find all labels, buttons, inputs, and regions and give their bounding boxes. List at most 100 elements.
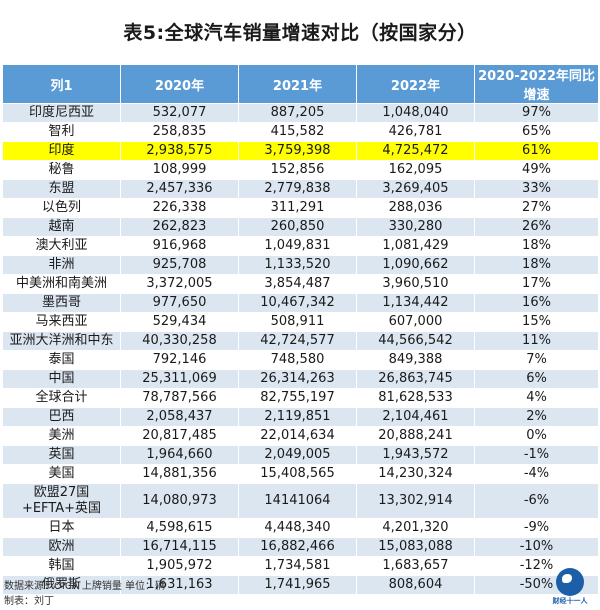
value-cell: 15% <box>474 312 599 332</box>
value-cell: 1,683,657 <box>356 556 475 576</box>
globe-icon <box>556 568 584 596</box>
value-cell: 10,467,342 <box>238 293 357 313</box>
table-title: 表5:全球汽车销量增速对比（按国家分） <box>123 22 477 44</box>
region-cell: 以色列 <box>2 198 121 218</box>
table-row: 智利 258,835 415,582 426,781 65% <box>2 122 599 142</box>
region-cell: 印度尼西亚 <box>2 103 121 123</box>
publisher-logo: 财经十一人 <box>548 568 592 606</box>
table-row: 巴西 2,058,437 2,119,851 2,104,461 2% <box>2 407 599 427</box>
value-cell: 26% <box>474 217 599 237</box>
table-row: 泰国 792,146 748,580 849,388 7% <box>2 350 599 370</box>
value-cell: 26,314,263 <box>238 369 357 389</box>
value-cell: 18% <box>474 255 599 275</box>
value-cell: 15,083,088 <box>356 537 475 557</box>
value-cell: -4% <box>474 464 599 484</box>
source-note: 数据来源：OICA 上牌销量 单位：辆 <box>4 581 166 592</box>
table-row: 欧盟27国+EFTA+英国 14,080,973 14141064 13,302,91… <box>2 483 599 519</box>
value-cell: 26,863,745 <box>356 369 475 389</box>
table-row: 非洲 925,708 1,133,520 1,090,662 18% <box>2 255 599 275</box>
region-cell: 美国 <box>2 464 121 484</box>
value-cell: 108,999 <box>120 160 239 180</box>
value-cell: 4,201,320 <box>356 518 475 538</box>
region-cell: 美洲 <box>2 426 121 446</box>
value-cell: 1,943,572 <box>356 445 475 465</box>
value-cell: 748,580 <box>238 350 357 370</box>
value-cell: 4% <box>474 388 599 408</box>
value-cell: 426,781 <box>356 122 475 142</box>
table-row: 全球合计 78,787,566 82,755,197 81,628,533 4% <box>2 388 599 408</box>
value-cell: 20,817,485 <box>120 426 239 446</box>
column-header: 2020年 <box>120 64 239 104</box>
value-cell: 49% <box>474 160 599 180</box>
logo-text: 财经十一人 <box>552 597 588 605</box>
region-cell: 韩国 <box>2 556 121 576</box>
region-cell: 全球合计 <box>2 388 121 408</box>
value-cell: 14,080,973 <box>120 483 239 519</box>
value-cell: -9% <box>474 518 599 538</box>
region-cell: 印度 <box>2 141 121 161</box>
column-header: 2021年 <box>238 64 357 104</box>
value-cell: 262,823 <box>120 217 239 237</box>
value-cell: 508,911 <box>238 312 357 332</box>
value-cell: 44,566,542 <box>356 331 475 351</box>
value-cell: 152,856 <box>238 160 357 180</box>
value-cell: 27% <box>474 198 599 218</box>
value-cell: 16,882,466 <box>238 537 357 557</box>
region-cell: 越南 <box>2 217 121 237</box>
table-row: 马来西亚 529,434 508,911 607,000 15% <box>2 312 599 332</box>
value-cell: 81,628,533 <box>356 388 475 408</box>
value-cell: 16% <box>474 293 599 313</box>
value-cell: 977,650 <box>120 293 239 313</box>
table-row: 中国 25,311,069 26,314,263 26,863,745 6% <box>2 369 599 389</box>
value-cell: -1% <box>474 445 599 465</box>
value-cell: 260,850 <box>238 217 357 237</box>
value-cell: 22,014,634 <box>238 426 357 446</box>
table-row: 英国 1,964,660 2,049,005 1,943,572 -1% <box>2 445 599 465</box>
author-note: 制表：刘丁 <box>4 596 54 607</box>
value-cell: 607,000 <box>356 312 475 332</box>
value-cell: 7% <box>474 350 599 370</box>
value-cell: 6% <box>474 369 599 389</box>
header-row: 列1 2020年 2021年 2022年 2020-2022年同比增速 <box>2 64 599 104</box>
value-cell: 1,905,972 <box>120 556 239 576</box>
region-cell: 俄罗斯 <box>2 575 121 595</box>
table-row: 日本 4,598,615 4,448,340 4,201,320 -9% <box>2 518 599 538</box>
region-cell: 亚洲大洋洲和中东 <box>2 331 121 351</box>
table-row: 美国 14,881,356 15,408,565 14,230,324 -4% <box>2 464 599 484</box>
table-row: 欧洲 16,714,115 16,882,466 15,083,088 -10% <box>2 537 599 557</box>
region-cell: 中美洲和南美洲 <box>2 274 121 294</box>
table-row: 印度尼西亚 532,077 887,205 1,048,040 97% <box>2 103 599 123</box>
sales-table: 列1 2020年 2021年 2022年 2020-2022年同比增速 印度尼西亚 532… <box>2 64 599 595</box>
value-cell: 15,408,565 <box>238 464 357 484</box>
region-cell: 欧洲 <box>2 537 121 557</box>
value-cell: 42,724,577 <box>238 331 357 351</box>
column-header: 2020-2022年同比增速 <box>474 64 599 104</box>
value-cell: 61% <box>474 141 599 161</box>
value-cell: 3,960,510 <box>356 274 475 294</box>
value-cell: 2,938,575 <box>120 141 239 161</box>
region-cell: 澳大利亚 <box>2 236 121 256</box>
region-cell: 中国 <box>2 369 121 389</box>
value-cell: 78,787,566 <box>120 388 239 408</box>
table-row: 印度 2,938,575 3,759,398 4,725,472 61% <box>2 141 599 161</box>
table-row: 秘鲁 108,999 152,856 162,095 49% <box>2 160 599 180</box>
value-cell: 2,457,336 <box>120 179 239 199</box>
table-row: 越南 262,823 260,850 330,280 26% <box>2 217 599 237</box>
value-cell: 415,582 <box>238 122 357 142</box>
value-cell: 4,598,615 <box>120 518 239 538</box>
value-cell: 2,049,005 <box>238 445 357 465</box>
value-cell: 925,708 <box>120 255 239 275</box>
value-cell: 2,104,461 <box>356 407 475 427</box>
value-cell: 14141064 <box>238 483 357 519</box>
value-cell: 792,146 <box>120 350 239 370</box>
value-cell: 162,095 <box>356 160 475 180</box>
value-cell: 1,133,520 <box>238 255 357 275</box>
value-cell: 226,338 <box>120 198 239 218</box>
value-cell: 1,048,040 <box>356 103 475 123</box>
region-cell: 秘鲁 <box>2 160 121 180</box>
table-row: 澳大利亚 916,968 1,049,831 1,081,429 18% <box>2 236 599 256</box>
region-cell: 泰国 <box>2 350 121 370</box>
region-cell: 墨西哥 <box>2 293 121 313</box>
table-row: 俄罗斯 1,631,163 1,741,965 808,604 -50% <box>2 575 599 595</box>
value-cell: 532,077 <box>120 103 239 123</box>
